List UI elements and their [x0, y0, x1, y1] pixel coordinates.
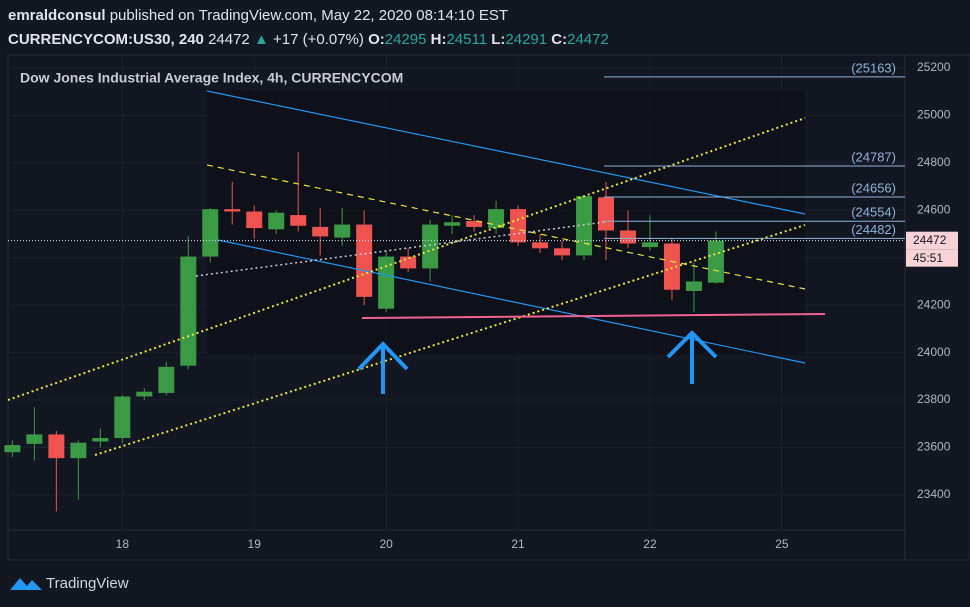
last-price-tag	[906, 231, 958, 250]
author: emraldconsul	[8, 7, 106, 24]
candle-body	[356, 224, 373, 297]
candle-body	[378, 256, 395, 309]
y-tick-label: 23600	[917, 440, 951, 454]
candle-body	[4, 445, 21, 453]
candle-body	[598, 197, 614, 231]
candle-body	[641, 242, 658, 248]
candle-body	[466, 221, 483, 227]
candle-body	[202, 209, 219, 257]
y-tick-label: 24800	[917, 155, 951, 169]
countdown-tag	[906, 249, 958, 267]
support-line	[361, 313, 826, 319]
candle-body	[444, 222, 461, 226]
y-tick-label: 24200	[917, 297, 951, 311]
level-label: (25163)	[851, 60, 896, 75]
brand: TradingView	[46, 575, 129, 592]
candle-body	[180, 256, 197, 366]
candle-body	[26, 434, 43, 444]
x-tick-label: 18	[116, 537, 130, 551]
candle-body	[554, 248, 571, 256]
candle-body	[510, 209, 527, 243]
change: +17 (+0.07%)	[273, 31, 364, 48]
candle-body	[422, 224, 439, 269]
level-label: (24482)	[851, 222, 896, 237]
channel-line	[206, 90, 806, 215]
level-label: (24656)	[851, 180, 896, 195]
trend-line	[7, 117, 806, 401]
arrow-up	[666, 330, 718, 384]
l-value: 24291	[505, 31, 547, 48]
candle-body	[400, 256, 417, 269]
y-tick-label: 23400	[917, 487, 951, 501]
last: 24472	[208, 31, 250, 48]
o-value: 24295	[385, 31, 427, 48]
candle-body	[334, 224, 351, 238]
logo-icon	[10, 578, 42, 590]
arrow: ▲	[254, 31, 269, 48]
h-label: H:	[431, 31, 447, 48]
candle-body	[268, 212, 285, 230]
level-label: (24554)	[851, 205, 896, 220]
y-tick-label: 25200	[917, 60, 951, 74]
l-label: L:	[491, 31, 505, 48]
trend-line	[195, 221, 606, 277]
o-label: O:	[368, 31, 385, 48]
candle-body	[312, 226, 329, 237]
candle-body	[224, 209, 241, 212]
candle-body	[136, 391, 153, 397]
candle-body	[114, 396, 131, 438]
candle-body	[158, 366, 175, 393]
tradingview-logo: TradingView	[10, 575, 129, 592]
candle-body	[663, 243, 680, 290]
candle-body	[685, 281, 702, 291]
c-value: 24472	[567, 31, 609, 48]
y-tick-label: 23800	[917, 392, 951, 406]
y-tick-label: 24600	[917, 203, 951, 217]
candle-body	[707, 240, 724, 283]
trend-line	[94, 224, 806, 456]
candle-body	[532, 242, 549, 249]
level-label: (24787)	[851, 149, 896, 164]
header-line-1: emraldconsul published on TradingView.co…	[8, 7, 508, 24]
last-price-label: 24472	[913, 233, 947, 247]
x-tick-label: 22	[643, 537, 657, 551]
y-tick-label: 25000	[917, 108, 951, 122]
drawings	[7, 90, 826, 456]
date-range-shade	[207, 90, 805, 355]
x-tick-label: 19	[248, 537, 262, 551]
candle-body	[92, 437, 109, 442]
h-value: 24511	[446, 31, 487, 48]
x-tick-label: 21	[511, 537, 525, 551]
candle-body	[619, 230, 636, 244]
candle-body	[70, 442, 87, 459]
trend-line	[206, 164, 806, 290]
candle-body	[48, 434, 65, 459]
x-tick-label: 20	[379, 537, 393, 551]
published: published on TradingView.com, May 22, 20…	[110, 7, 508, 24]
arrow-up	[357, 341, 409, 394]
candle-body	[488, 209, 505, 229]
c-label: C:	[551, 31, 567, 48]
x-tick-label: 25	[775, 537, 789, 551]
y-tick-label: 24000	[917, 345, 951, 359]
candle-body	[576, 196, 593, 256]
symbol: CURRENCYCOM:US30, 240	[8, 31, 204, 48]
candle-body	[290, 215, 307, 226]
header-line-2: CURRENCYCOM:US30, 240 24472 ▲ +17 (+0.07…	[8, 31, 609, 48]
chart-title: Dow Jones Industrial Average Index, 4h, …	[20, 70, 403, 86]
countdown-label: 45:51	[913, 251, 943, 265]
candle-body	[246, 211, 263, 229]
